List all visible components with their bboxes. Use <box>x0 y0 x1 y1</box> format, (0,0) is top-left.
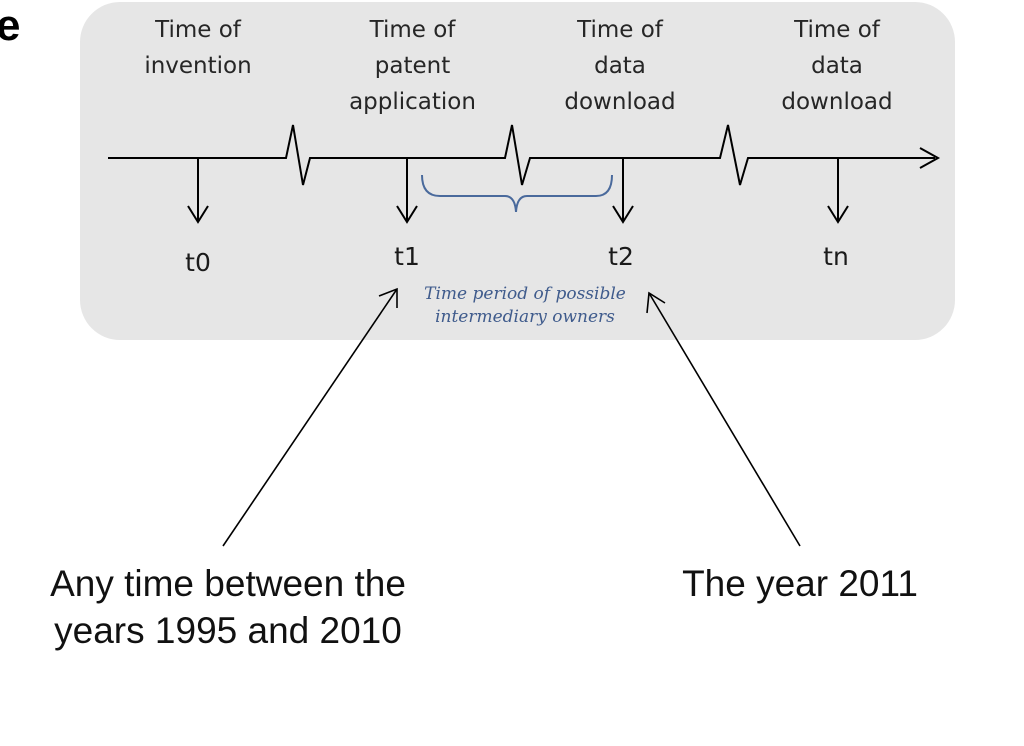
period-bracket <box>421 174 613 213</box>
event-label-data-download-1: Time of data download <box>564 17 676 115</box>
tick-label-tn: tn <box>823 242 849 271</box>
event-arrow-tn <box>827 158 849 224</box>
event-arrow-t0 <box>187 158 209 224</box>
callout-arrow-left <box>222 287 398 547</box>
event-label-invention: Time of invention <box>144 17 252 79</box>
note-left: Any time between the years 1995 and 2010 <box>50 563 406 651</box>
event-arrow-t2 <box>612 158 634 224</box>
event-arrow-t1 <box>396 158 418 224</box>
event-label-data-download-2: Time of data download <box>781 17 893 115</box>
axis-arrowhead <box>919 147 941 169</box>
timeline-panel <box>80 2 955 340</box>
callout-arrow-right <box>646 291 801 547</box>
timeline-axis <box>108 124 935 186</box>
tick-label-t2: t2 <box>608 242 634 271</box>
corner-text: e <box>0 1 21 50</box>
note-right: The year 2011 <box>682 563 918 604</box>
tick-label-t0: t0 <box>185 248 211 277</box>
period-label: Time period of possible intermediary own… <box>424 284 626 327</box>
tick-label-t1: t1 <box>394 242 420 271</box>
event-label-patent-application: Time of patent application <box>349 17 476 115</box>
